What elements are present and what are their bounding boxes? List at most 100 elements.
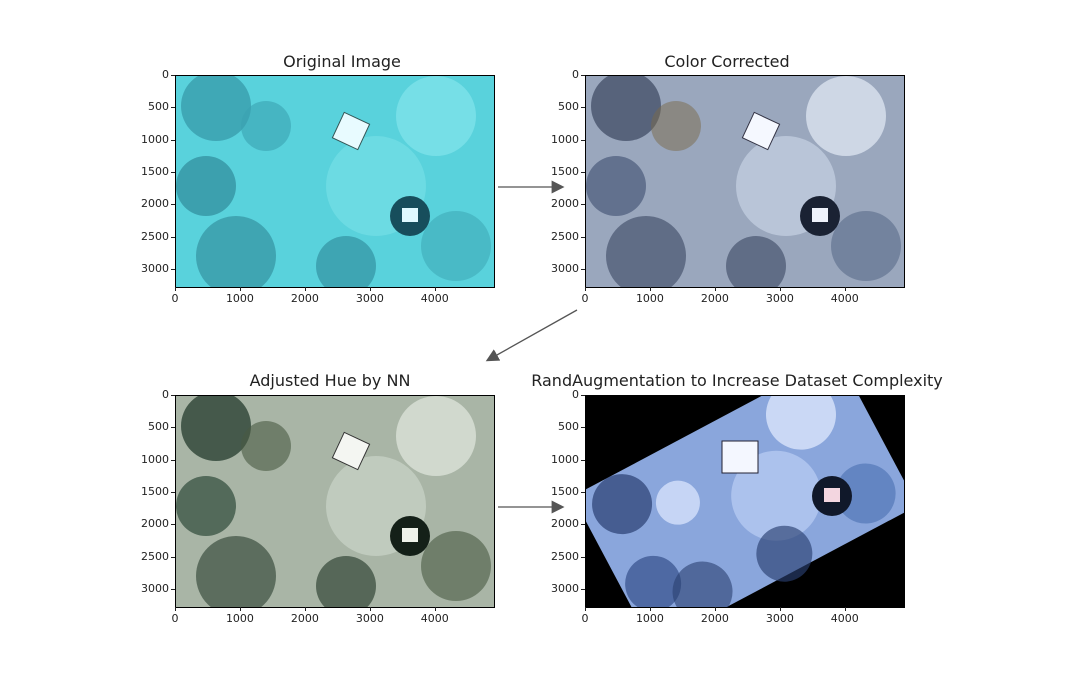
- y-tick-label: 3000: [551, 581, 579, 595]
- y-tick-mark: [581, 139, 585, 141]
- adjusted-hue-image: [175, 395, 495, 608]
- y-tick-label: 1500: [141, 484, 169, 498]
- y-tick-label: 2500: [141, 549, 169, 563]
- y-tick-mark: [171, 524, 175, 526]
- y-tick-label: 3000: [551, 261, 579, 275]
- y-tick-mark: [581, 236, 585, 238]
- panel-title-randaug: RandAugmentation to Increase Dataset Com…: [531, 371, 943, 390]
- y-tick-label: 2500: [141, 229, 169, 243]
- y-tick-label: 3000: [141, 261, 169, 275]
- y-tick-label: 500: [148, 420, 169, 434]
- y-tick-mark: [581, 491, 585, 493]
- x-tick-label: 2000: [700, 612, 729, 625]
- x-tick-mark: [175, 607, 176, 611]
- panel-title-hue: Adjusted Hue by NN: [249, 371, 411, 390]
- y-tick-mark: [171, 427, 175, 429]
- x-tick-mark: [585, 287, 586, 291]
- x-tick-mark: [369, 287, 371, 291]
- y-tick-label: 2000: [141, 517, 169, 531]
- x-tick-label: 4000: [420, 292, 449, 305]
- x-tick-mark: [239, 607, 241, 611]
- x-tick-mark: [649, 287, 651, 291]
- y-tick-label: 1000: [141, 452, 169, 466]
- y-tick-label: 2000: [551, 197, 579, 211]
- y-tick-label: 1500: [551, 164, 579, 178]
- y-tick-label: 1000: [141, 132, 169, 146]
- x-tick-label: 1000: [225, 612, 254, 625]
- y-tick-mark: [581, 171, 585, 173]
- x-tick-label: 4000: [420, 612, 449, 625]
- x-tick-label: 3000: [765, 612, 794, 625]
- x-tick-label: 0: [581, 612, 589, 625]
- x-tick-mark: [434, 287, 436, 291]
- x-tick-mark: [649, 607, 651, 611]
- y-tick-label: 500: [558, 420, 579, 434]
- y-tick-label: 0: [162, 388, 169, 401]
- panel-title-corrected: Color Corrected: [664, 52, 790, 71]
- y-tick-label: 3000: [141, 581, 169, 595]
- y-tick-label: 1000: [551, 132, 579, 146]
- x-tick-mark: [585, 607, 586, 611]
- y-tick-mark: [171, 459, 175, 461]
- y-tick-label: 1500: [141, 164, 169, 178]
- x-tick-mark: [434, 607, 436, 611]
- x-tick-mark: [304, 607, 306, 611]
- y-tick-label: 0: [572, 388, 579, 401]
- y-tick-mark: [581, 107, 585, 109]
- x-tick-label: 0: [581, 292, 589, 305]
- x-tick-mark: [779, 287, 781, 291]
- y-tick-label: 2000: [551, 517, 579, 531]
- y-tick-mark: [581, 75, 585, 76]
- y-tick-mark: [581, 459, 585, 461]
- y-tick-mark: [581, 395, 585, 396]
- x-tick-mark: [714, 607, 716, 611]
- x-tick-label: 4000: [830, 612, 859, 625]
- x-tick-mark: [844, 287, 846, 291]
- x-tick-label: 1000: [225, 292, 254, 305]
- randaug-image: [585, 395, 905, 608]
- y-tick-label: 1500: [551, 484, 579, 498]
- y-tick-mark: [171, 491, 175, 493]
- y-tick-mark: [171, 268, 175, 270]
- arrow-corrected-to-hue: [485, 309, 578, 362]
- y-tick-mark: [171, 75, 175, 76]
- x-tick-mark: [779, 607, 781, 611]
- x-tick-label: 0: [171, 292, 179, 305]
- y-tick-label: 2500: [551, 229, 579, 243]
- y-tick-mark: [171, 556, 175, 558]
- x-tick-label: 2000: [700, 292, 729, 305]
- x-tick-mark: [304, 287, 306, 291]
- y-tick-label: 500: [148, 100, 169, 114]
- y-tick-mark: [581, 427, 585, 429]
- x-tick-mark: [369, 607, 371, 611]
- y-tick-mark: [171, 236, 175, 238]
- y-tick-mark: [581, 268, 585, 270]
- panel-title-original: Original Image: [283, 52, 401, 71]
- x-tick-label: 4000: [830, 292, 859, 305]
- x-tick-label: 1000: [635, 612, 664, 625]
- x-tick-label: 3000: [355, 292, 384, 305]
- y-tick-mark: [171, 107, 175, 109]
- x-tick-label: 0: [171, 612, 179, 625]
- x-tick-label: 3000: [765, 292, 794, 305]
- y-tick-mark: [171, 139, 175, 141]
- y-tick-mark: [581, 524, 585, 526]
- x-tick-mark: [239, 287, 241, 291]
- x-tick-label: 2000: [290, 612, 319, 625]
- y-tick-mark: [171, 395, 175, 396]
- x-tick-label: 1000: [635, 292, 664, 305]
- x-tick-mark: [844, 607, 846, 611]
- y-tick-label: 0: [572, 68, 579, 81]
- color-corrected-image: [585, 75, 905, 288]
- y-tick-mark: [581, 204, 585, 206]
- x-tick-mark: [714, 287, 716, 291]
- y-tick-label: 2500: [551, 549, 579, 563]
- y-tick-label: 1000: [551, 452, 579, 466]
- y-tick-label: 0: [162, 68, 169, 81]
- y-tick-mark: [171, 588, 175, 590]
- y-tick-mark: [171, 171, 175, 173]
- y-tick-mark: [581, 588, 585, 590]
- y-tick-mark: [581, 556, 585, 558]
- y-tick-label: 2000: [141, 197, 169, 211]
